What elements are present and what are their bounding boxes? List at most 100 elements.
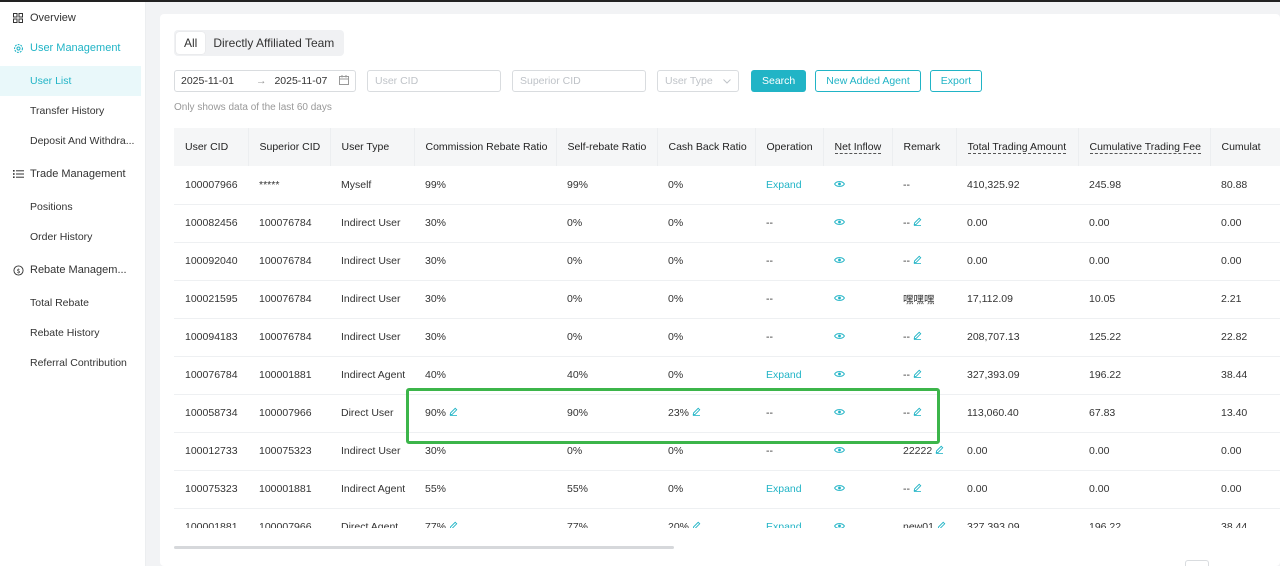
date-start: 2025-11-01 <box>181 75 234 87</box>
cell-value: -- <box>903 178 910 191</box>
eye-icon[interactable] <box>834 407 845 419</box>
eye-icon[interactable] <box>834 521 845 528</box>
cell-total-trading-amount: 0.00 <box>956 470 1078 509</box>
cell-value: 0.00 <box>967 217 988 229</box>
new-added-agent-button[interactable]: New Added Agent <box>815 70 921 92</box>
eye-icon[interactable] <box>834 255 845 267</box>
cell-superior-cid: 100007966 <box>248 508 330 528</box>
list-icon <box>12 168 24 180</box>
sidebar-item-label: Overview <box>30 12 76 24</box>
superior-cid-input[interactable] <box>512 70 646 92</box>
expand-link[interactable]: Expand <box>766 369 802 381</box>
cell-cumulative: 80.88 <box>1210 166 1280 205</box>
sidebar-item-order-history[interactable]: Order History <box>0 222 145 252</box>
cell-cumulative-trading-fee: 0.00 <box>1078 242 1210 281</box>
user-cid-input[interactable] <box>367 70 501 92</box>
eye-icon[interactable] <box>834 179 845 191</box>
expand-link[interactable]: Expand <box>766 521 802 528</box>
edit-pencil-icon[interactable] <box>913 407 922 419</box>
cell-value: 113,060.40 <box>967 407 1019 419</box>
cell-value: 99% <box>425 178 447 191</box>
pagination-button[interactable] <box>1185 560 1209 566</box>
filter-bar: 2025-11-01 → 2025-11-07 User Type Search… <box>174 70 983 92</box>
cell-user-type: Indirect User <box>330 242 414 281</box>
edit-pencil-icon[interactable] <box>913 255 922 267</box>
cell-total-trading-amount: 327,393.09 <box>956 356 1078 395</box>
dollar-circle-icon: $ <box>12 264 24 276</box>
eye-icon[interactable] <box>834 293 845 305</box>
cell-cash-back-ratio: 0% <box>657 280 755 319</box>
cell-total-trading-amount: 0.00 <box>956 432 1078 471</box>
cell-value: 0.00 <box>967 255 988 267</box>
eye-icon[interactable] <box>834 483 845 495</box>
cell-value: 100058734 <box>185 407 238 419</box>
cell-user-type: Direct Agent <box>330 508 414 528</box>
col-total-trading-amount[interactable]: Total Trading Amount <box>956 128 1079 166</box>
tab-directly-affiliated[interactable]: Directly Affiliated Team <box>213 36 335 50</box>
col-cumulative: Cumulat <box>1210 128 1280 166</box>
expand-link[interactable]: Expand <box>766 483 802 495</box>
cell-value: 0.00 <box>1089 483 1110 495</box>
date-range-picker[interactable]: 2025-11-01 → 2025-11-07 <box>174 70 356 92</box>
cell-superior-cid: 100001881 <box>248 356 330 395</box>
cell-value: 100076784 <box>259 331 312 343</box>
cell-user-cid: 100082456 <box>174 204 248 243</box>
sidebar-item-total-rebate[interactable]: Total Rebate <box>0 288 145 318</box>
cell-superior-cid: 100001881 <box>248 470 330 509</box>
table-row: 100094183 100076784 Indirect User 30% 0% 0% --… <box>174 318 1280 357</box>
edit-pencil-icon[interactable] <box>449 407 458 419</box>
sidebar-item-user-list[interactable]: User List <box>0 66 141 96</box>
col-cumulative-trading-fee[interactable]: Cumulative Trading Fee <box>1078 128 1211 166</box>
sidebar-item-referral-contribution[interactable]: Referral Contribution <box>0 348 145 378</box>
sidebar-group-rebate-management[interactable]: $ Rebate Managem... <box>0 255 145 285</box>
edit-pencil-icon[interactable] <box>935 445 944 457</box>
eye-icon[interactable] <box>834 331 845 343</box>
search-button[interactable]: Search <box>751 70 807 92</box>
edit-pencil-icon[interactable] <box>692 521 701 528</box>
cell-cumulative: 0.00 <box>1210 432 1280 471</box>
export-button[interactable]: Export <box>929 70 983 92</box>
edit-pencil-icon[interactable] <box>913 331 922 343</box>
cell-total-trading-amount: 0.00 <box>956 242 1078 281</box>
cell-value: 0.00 <box>1089 445 1110 457</box>
gear-icon <box>12 42 24 54</box>
edit-pencil-icon[interactable] <box>937 521 946 528</box>
edit-pencil-icon[interactable] <box>449 521 458 528</box>
cell-user-cid: 100058734 <box>174 394 248 433</box>
sidebar-item-positions[interactable]: Positions <box>0 192 145 222</box>
edit-pencil-icon[interactable] <box>692 407 701 419</box>
cell-operation: -- <box>755 432 823 471</box>
cell-net-inflow <box>823 242 892 281</box>
cell-cumulative-trading-fee: 245.98 <box>1078 166 1210 205</box>
sidebar-item-rebate-history[interactable]: Rebate History <box>0 318 145 348</box>
cell-self-rebate-ratio: 0% <box>556 204 657 243</box>
cell-value: 100076784 <box>259 255 312 267</box>
edit-pencil-icon[interactable] <box>913 483 922 495</box>
eye-icon[interactable] <box>834 369 845 381</box>
arrow-right-icon: → <box>255 75 267 87</box>
sidebar-group-user-management[interactable]: User Management <box>0 33 145 63</box>
cell-superior-cid: 100076784 <box>248 242 330 281</box>
sidebar-group-trade-management[interactable]: Trade Management <box>0 159 145 189</box>
eye-icon[interactable] <box>834 217 845 229</box>
cell-value: Indirect User <box>341 331 401 343</box>
cell-value: -- <box>766 255 773 267</box>
col-user-cid: User CID <box>174 128 249 166</box>
sidebar-item-deposit-withdraw[interactable]: Deposit And Withdra... <box>0 126 145 156</box>
sidebar-item-overview[interactable]: Overview <box>0 3 145 33</box>
cell-value: Indirect User <box>341 217 401 229</box>
cell-value: 17,112.09 <box>967 293 1013 305</box>
expand-link[interactable]: Expand <box>766 178 802 191</box>
edit-pencil-icon[interactable] <box>913 217 922 229</box>
edit-pencil-icon[interactable] <box>913 369 922 381</box>
horizontal-scrollbar[interactable] <box>174 546 674 549</box>
tab-all[interactable]: All <box>176 32 206 54</box>
cell-user-cid: 100001881 <box>174 508 248 528</box>
cell-commission-rebate-ratio: 99% <box>414 166 556 205</box>
cell-cash-back-ratio: 0% <box>657 356 755 395</box>
sidebar-item-transfer-history[interactable]: Transfer History <box>0 96 145 126</box>
user-type-select[interactable]: User Type <box>657 70 739 92</box>
col-net-inflow[interactable]: Net Inflow <box>823 128 893 166</box>
eye-icon[interactable] <box>834 445 845 457</box>
sidebar-item-label: Rebate History <box>30 327 100 339</box>
